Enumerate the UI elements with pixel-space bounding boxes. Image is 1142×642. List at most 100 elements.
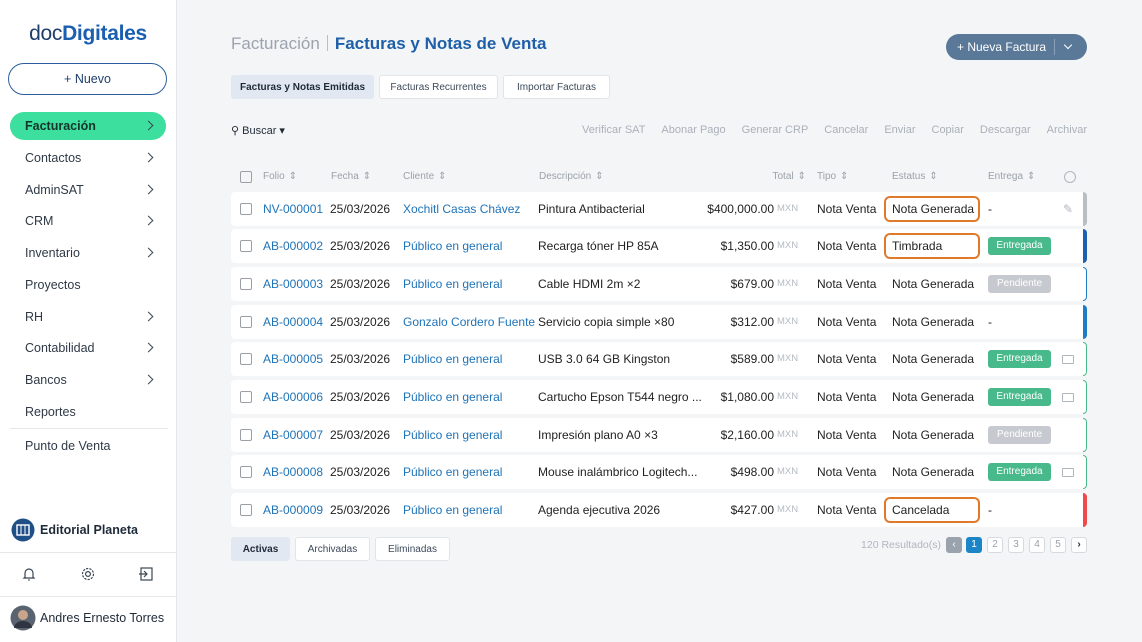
folio[interactable]: AB-000002 xyxy=(263,239,324,253)
folio[interactable]: AB-000007 xyxy=(263,428,324,442)
column-label[interactable]: Tipo xyxy=(817,171,837,182)
column-label[interactable]: Folio xyxy=(263,171,285,182)
logout-icon[interactable] xyxy=(138,566,154,582)
checkbox[interactable] xyxy=(240,353,252,365)
tab[interactable]: Importar Facturas xyxy=(503,75,610,99)
receipt-icon[interactable] xyxy=(1062,468,1074,477)
cliente[interactable]: Público en general xyxy=(403,239,503,253)
menu-item[interactable]: RH xyxy=(10,303,166,331)
toolbar-action[interactable]: Verificar SAT xyxy=(582,124,646,136)
sort-icon[interactable]: ⇕ xyxy=(1027,171,1036,182)
menu-item[interactable]: CRM xyxy=(10,207,166,235)
checkbox[interactable] xyxy=(240,316,252,328)
sort-icon[interactable]: ⇕ xyxy=(797,171,806,182)
submenu-arrow[interactable] xyxy=(143,342,154,353)
menu-label[interactable]: Reportes xyxy=(25,405,76,419)
next-page[interactable]: › xyxy=(1071,537,1087,553)
footer-tab[interactable]: Eliminadas xyxy=(375,537,450,561)
submenu-arrow[interactable] xyxy=(143,184,154,195)
menu-item[interactable]: Facturación xyxy=(10,112,166,140)
prev-page[interactable]: ‹ xyxy=(946,537,962,553)
submenu-arrow[interactable] xyxy=(143,311,154,322)
menu-label[interactable]: AdminSAT xyxy=(25,183,84,197)
receipt-icon[interactable] xyxy=(1062,355,1074,364)
menu-label[interactable]: CRM xyxy=(25,214,54,228)
column-header[interactable]: Folio ⇕ xyxy=(263,171,297,182)
receipt-icon[interactable] xyxy=(1062,393,1074,402)
page-button[interactable]: 3 xyxy=(1008,537,1024,553)
column-label[interactable]: Entrega xyxy=(988,171,1024,182)
breadcrumb-section[interactable]: Facturación xyxy=(231,34,320,53)
toolbar-action[interactable]: Enviar xyxy=(884,124,916,136)
table-row[interactable]: AB-000002 25/03/2026 Público en general Rec… xyxy=(231,229,1087,263)
menu-item[interactable]: Proyectos xyxy=(10,271,166,299)
table-row[interactable]: AB-000005 25/03/2026 Público en general USB… xyxy=(231,342,1087,376)
submenu-arrow[interactable] xyxy=(143,215,154,226)
tab[interactable]: Facturas Recurrentes xyxy=(379,75,498,99)
toolbar-action[interactable]: Abonar Pago xyxy=(661,124,726,136)
submenu-arrow[interactable] xyxy=(143,247,154,258)
tab[interactable]: Facturas y Notas Emitidas xyxy=(231,75,374,99)
menu-item[interactable]: Inventario xyxy=(10,239,166,267)
menu-item[interactable]: Bancos xyxy=(10,366,166,394)
cliente[interactable]: Xochitl Casas Chávez xyxy=(403,202,521,216)
cliente[interactable]: Público en general xyxy=(403,390,503,404)
column-header[interactable]: Descripción ⇕ xyxy=(539,171,604,182)
table-row[interactable]: AB-000006 25/03/2026 Público en general Car… xyxy=(231,380,1087,414)
sort-icon[interactable]: ⇕ xyxy=(929,171,938,182)
checkbox[interactable] xyxy=(240,240,252,252)
table-row[interactable]: AB-000003 25/03/2026 Público en general Cab… xyxy=(231,267,1087,301)
submenu-arrow[interactable] xyxy=(143,152,154,163)
submenu-arrow[interactable] xyxy=(143,120,154,131)
sort-icon[interactable]: ⇕ xyxy=(595,171,604,182)
checkbox[interactable] xyxy=(240,504,252,516)
sort-icon[interactable]: ⇕ xyxy=(288,171,298,182)
menu-item[interactable]: Reportes xyxy=(10,398,166,426)
sort-icon[interactable]: ⇕ xyxy=(362,171,372,182)
menu-label[interactable]: Contactos xyxy=(25,151,82,165)
new-invoice-button[interactable]: + Nueva Factura xyxy=(946,34,1087,60)
user-name[interactable]: Andres Ernesto Torres xyxy=(40,611,165,625)
new-button[interactable]: + Nuevo xyxy=(8,63,167,95)
cliente[interactable]: Gonzalo Cordero Fuente xyxy=(403,315,536,329)
menu-label[interactable]: Bancos xyxy=(25,373,67,387)
checkbox[interactable] xyxy=(240,429,252,441)
column-header[interactable]: Estatus ⇕ xyxy=(892,171,938,182)
folio[interactable]: AB-000006 xyxy=(263,390,324,404)
new-invoice-label[interactable]: + Nueva Factura xyxy=(957,40,1047,54)
menu-item[interactable]: Contabilidad xyxy=(10,334,166,362)
column-header[interactable]: Cliente ⇕ xyxy=(403,171,447,182)
checkbox[interactable] xyxy=(240,203,252,215)
column-header[interactable]: Fecha ⇕ xyxy=(331,171,371,182)
column-label[interactable]: Descripción xyxy=(539,171,592,182)
footer-tab[interactable]: Activas xyxy=(231,537,290,561)
menu-item[interactable]: Contactos xyxy=(10,144,166,172)
info-icon[interactable] xyxy=(1064,171,1076,183)
cliente[interactable]: Público en general xyxy=(403,277,503,291)
checkbox[interactable] xyxy=(240,171,252,183)
settings-icon[interactable] xyxy=(80,566,96,582)
column-header[interactable]: Tipo ⇕ xyxy=(817,171,848,182)
page-button[interactable]: 4 xyxy=(1029,537,1045,553)
table-row[interactable]: AB-000009 25/03/2026 Público en general Age… xyxy=(231,493,1087,527)
column-header[interactable]: Total ⇕ xyxy=(772,171,806,182)
folio[interactable]: AB-000005 xyxy=(263,352,324,366)
checkbox[interactable] xyxy=(240,466,252,478)
table-row[interactable]: AB-000008 25/03/2026 Público en general Mou… xyxy=(231,455,1087,489)
toolbar-action[interactable]: Generar CRP xyxy=(741,124,809,136)
company-name[interactable]: Editorial Planeta xyxy=(40,523,138,537)
toolbar-action[interactable]: Copiar xyxy=(931,124,964,136)
sort-icon[interactable]: ⇕ xyxy=(840,171,849,182)
folio[interactable]: NV-000001 xyxy=(263,202,324,216)
table-row[interactable]: AB-000004 25/03/2026 Gonzalo Cordero Fuent… xyxy=(231,305,1087,339)
footer-tab[interactable]: Archivadas xyxy=(295,537,370,561)
submenu-arrow[interactable] xyxy=(143,374,154,385)
column-label[interactable]: Total xyxy=(772,171,794,182)
toolbar-action[interactable]: Cancelar xyxy=(824,124,869,136)
folio[interactable]: AB-000003 xyxy=(263,277,324,291)
toolbar-action[interactable]: Descargar xyxy=(979,124,1031,136)
column-header[interactable]: Entrega ⇕ xyxy=(988,171,1035,182)
dropdown-toggle[interactable] xyxy=(1063,40,1073,50)
cliente[interactable]: Público en general xyxy=(403,428,503,442)
folio[interactable]: AB-000008 xyxy=(263,465,324,479)
